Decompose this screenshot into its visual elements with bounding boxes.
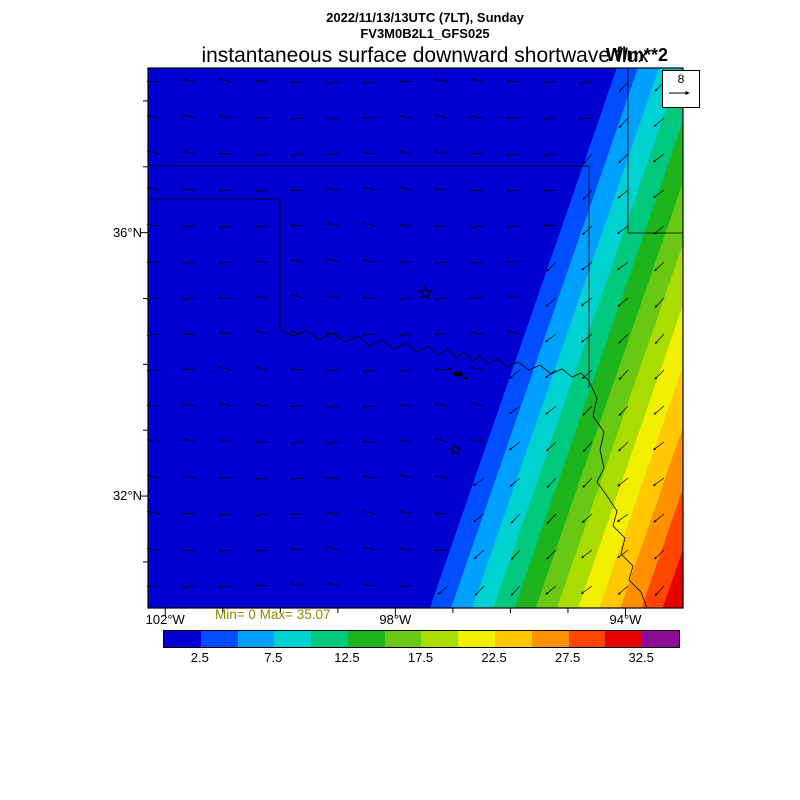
lon-axis-label: 102°W [145, 612, 185, 627]
colorbar-segment [311, 631, 348, 647]
model-name-line: FV3M0B2L1_GFS025 [360, 26, 490, 41]
colorbar-segment [347, 631, 385, 647]
plot-units-label: W/m**2 [606, 45, 669, 65]
colorbar-tick-label: 17.5 [407, 650, 434, 665]
colorbar-segment [274, 631, 312, 647]
colorbar-segment [605, 631, 643, 647]
wind-arrows [146, 78, 665, 597]
colorbar-segment [421, 631, 459, 647]
colorbar-tick-label: 22.5 [481, 650, 507, 665]
colorbar-tick-label: 32.5 [628, 650, 654, 665]
axis-ticks [140, 100, 626, 616]
flux-map-plot [140, 67, 684, 616]
colorbar [163, 630, 680, 648]
plot-title: instantaneous surface downward shortwave… [201, 44, 649, 67]
colorbar-tick-label: 12.5 [334, 650, 360, 665]
colorbar-segment [568, 631, 606, 647]
city-stars [417, 285, 462, 456]
colorbar-segment [200, 631, 238, 647]
colorbar-segment [237, 631, 275, 647]
reference-vector-box: 8 [662, 70, 700, 108]
colorbar-segment [384, 631, 422, 647]
colorbar-segment [164, 631, 201, 647]
map-frame [147, 67, 684, 609]
colorbar-tick-label: 7.5 [264, 650, 283, 665]
colorbar-segment [642, 631, 679, 647]
lon-axis-label: 98°W [379, 612, 412, 627]
valid-time-line: 2022/11/13/13UTC (7LT), Sunday [326, 10, 524, 25]
lakes [448, 367, 469, 380]
colorbar-segment [458, 631, 496, 647]
state-borders [148, 68, 683, 609]
lat-axis-label: 36°N [112, 224, 142, 240]
minmax-label: Min= 0 Max= 35.07 [215, 607, 331, 622]
colorbar-segment [531, 631, 569, 647]
colorbar-tick-label: 2.5 [190, 650, 209, 665]
colorbar-tick-label: 27.5 [554, 650, 581, 665]
reference-vector-arrow-icon [669, 91, 690, 95]
reference-vector-value: 8 [677, 72, 685, 86]
flux-field [148, 68, 683, 608]
colorbar-segment [495, 631, 532, 647]
lat-axis-label: 32°N [112, 488, 142, 504]
lon-axis-label: 94°W [609, 612, 642, 627]
